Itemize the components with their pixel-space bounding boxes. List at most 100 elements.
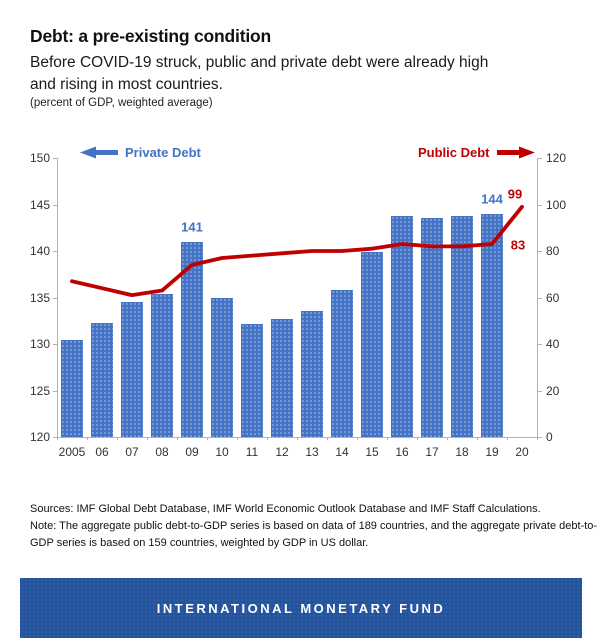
y-axis-tick-left	[53, 251, 57, 252]
y-axis-label-left: 150	[29, 151, 50, 165]
y-axis-tick-right	[538, 204, 542, 206]
y-axis-label-left: 130	[29, 337, 50, 351]
annotation-144: 144	[481, 191, 503, 207]
x-axis-label: 2005	[58, 445, 86, 459]
x-axis-tick	[387, 437, 388, 440]
x-axis-tick	[57, 437, 58, 440]
note-line-1: Note: The aggregate public debt-to-GDP s…	[30, 520, 598, 532]
y-axis-label-left: 140	[29, 244, 50, 258]
x-axis-label: 12	[275, 445, 289, 459]
x-axis-tick	[117, 437, 118, 440]
x-axis-tick	[237, 437, 238, 440]
x-axis-label: 07	[125, 445, 139, 459]
x-axis-tick	[357, 437, 358, 440]
right-arrow-icon	[496, 146, 535, 159]
bar-12	[271, 318, 293, 437]
x-axis-label: 10	[215, 445, 229, 459]
x-axis-label: 19	[485, 445, 499, 459]
y-axis-label-left: 135	[29, 290, 50, 305]
x-axis-label: 15	[365, 445, 379, 459]
imf-banner-text: INTERNATIONAL MONETARY FUND	[156, 600, 446, 616]
y-axis-label-right: 40	[546, 337, 560, 351]
bar-11	[241, 323, 263, 437]
bar-15	[361, 251, 383, 437]
x-axis-tick	[477, 437, 478, 440]
x-axis-tick	[507, 437, 508, 440]
y-axis-tick-left	[53, 204, 57, 206]
bar-18	[451, 215, 473, 437]
y-axis-tick-left	[53, 437, 57, 438]
x-axis-label: 06	[95, 445, 109, 459]
bar-19	[481, 213, 503, 437]
note-line-2: GDP series is based on 159 countries, we…	[30, 537, 369, 549]
x-axis-label: 17	[425, 445, 439, 459]
legend-public-label: Public Debt	[418, 145, 490, 160]
unit-note: (percent of GDP, weighted average)	[30, 97, 213, 109]
y-axis-right	[537, 158, 538, 437]
bar-17	[421, 218, 443, 437]
y-axis-label-right: 60	[546, 290, 560, 305]
y-axis-tick-right	[538, 158, 542, 159]
annotation-83: 83	[510, 237, 526, 253]
y-axis-label-right: 120	[546, 151, 567, 165]
x-axis-tick	[327, 437, 328, 440]
y-axis-tick-right	[538, 390, 542, 392]
annotation-141: 141	[181, 219, 203, 235]
x-axis-label: 18	[455, 445, 469, 459]
y-axis-label-right: 0	[546, 430, 553, 444]
bar-13	[301, 311, 323, 437]
x-axis-label: 16	[395, 445, 409, 459]
bar-16	[391, 215, 413, 437]
y-axis-tick-left	[53, 297, 57, 299]
x-axis-label: 09	[185, 445, 199, 459]
subtitle-line-2: and rising in most countries.	[30, 76, 223, 93]
x-axis-tick	[267, 437, 268, 440]
x-axis-tick	[177, 437, 178, 440]
y-axis-tick-left	[53, 390, 57, 392]
x-axis-tick	[297, 437, 298, 440]
x-axis-tick	[87, 437, 88, 440]
y-axis-tick-right	[538, 344, 542, 345]
y-axis-label-left: 120	[29, 430, 50, 444]
y-axis-label-right: 20	[546, 383, 560, 398]
bar-09	[181, 241, 203, 437]
x-axis-tick	[207, 437, 208, 440]
subtitle-line-1: Before COVID-19 struck, public and priva…	[30, 54, 489, 71]
x-axis-tick	[447, 437, 448, 440]
note-text: Note: The aggregate public debt-to-GDP s…	[30, 518, 597, 552]
y-axis-label-left: 145	[29, 197, 50, 212]
public-debt-line	[70, 204, 524, 298]
imf-banner: INTERNATIONAL MONETARY FUND	[20, 578, 582, 638]
x-axis-label: 11	[245, 445, 259, 459]
x-axis-tick	[537, 437, 538, 440]
page-title: Debt: a pre-existing condition	[30, 26, 271, 46]
y-axis-tick-left	[53, 344, 57, 345]
bar-14	[331, 290, 353, 437]
bar-08	[151, 293, 173, 437]
chart-subtitle: Before COVID-19 struck, public and priva…	[30, 52, 488, 96]
bar-07	[121, 302, 143, 437]
bar-10	[211, 297, 233, 437]
annotation-99: 99	[507, 186, 523, 202]
x-axis-tick	[147, 437, 148, 440]
y-axis-tick-right	[538, 297, 542, 299]
x-axis-tick	[417, 437, 418, 440]
legend-public-debt: Public Debt	[418, 145, 535, 160]
y-axis-tick-right	[538, 251, 542, 252]
legend-private-label: Private Debt	[125, 145, 201, 160]
left-arrow-icon	[80, 146, 118, 159]
x-axis-label: 14	[335, 445, 349, 459]
x-axis-label: 20	[515, 445, 529, 459]
bar-2005	[61, 340, 83, 437]
bar-06	[91, 322, 113, 437]
legend-private-debt: Private Debt	[80, 145, 201, 160]
y-axis-tick-right	[538, 437, 542, 438]
x-axis-label: 08	[155, 445, 169, 459]
y-axis-left	[57, 158, 58, 437]
y-axis-tick-left	[53, 158, 57, 159]
y-axis-label-right: 80	[546, 244, 560, 258]
x-axis-label: 13	[305, 445, 319, 459]
y-axis-label-left: 125	[29, 383, 50, 398]
